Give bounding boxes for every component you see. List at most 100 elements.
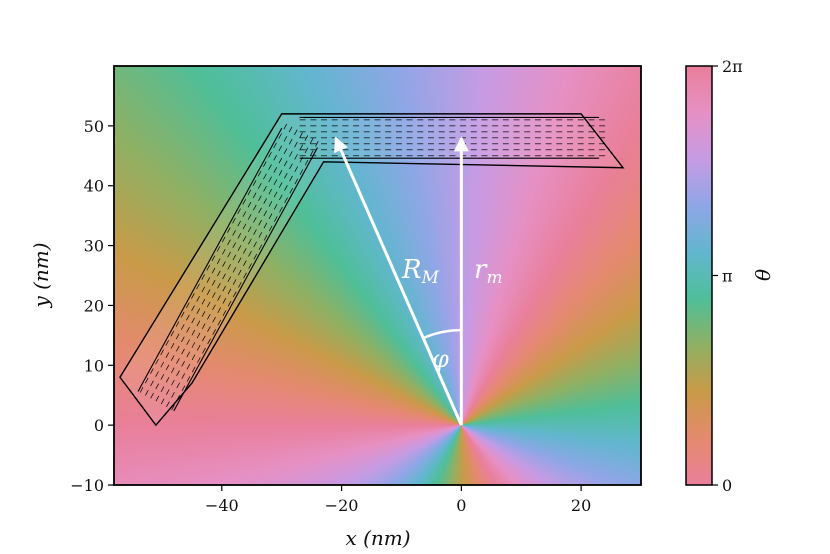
field-arrow xyxy=(171,392,175,398)
field-arrow xyxy=(186,314,190,321)
field-arrow xyxy=(238,282,242,288)
field-arrow xyxy=(222,310,227,316)
field-arrow xyxy=(196,308,201,314)
field-arrow xyxy=(258,219,262,226)
field-arrow xyxy=(207,326,211,332)
field-arrow xyxy=(155,371,159,377)
field-arrow xyxy=(289,175,293,182)
field-arrow xyxy=(232,291,237,298)
angle-arc xyxy=(422,328,462,340)
field-arrow xyxy=(253,217,257,223)
field-arrow xyxy=(201,311,206,317)
field-arrow xyxy=(248,238,252,245)
field-arrow xyxy=(227,264,231,270)
field-arrow xyxy=(181,348,185,355)
field-arrow xyxy=(294,178,299,185)
field-arrow xyxy=(201,286,206,293)
field-arrow xyxy=(160,374,165,380)
field-arrow xyxy=(273,167,278,173)
field-arrow xyxy=(227,300,232,307)
colorbar-label: θ xyxy=(751,269,775,281)
field-arrow xyxy=(278,170,283,176)
field-arrow xyxy=(144,377,149,384)
field-arrow xyxy=(243,248,247,254)
field-arrow xyxy=(268,225,273,232)
x-tick-label: −40 xyxy=(205,496,239,515)
field-arrow xyxy=(273,154,277,161)
field-arrow xyxy=(207,338,211,345)
field-arrow xyxy=(145,390,149,396)
field-arrow xyxy=(273,191,278,198)
field-arrow xyxy=(252,180,257,186)
field-arrow xyxy=(227,276,232,282)
field-arrow xyxy=(253,253,258,260)
colorbar xyxy=(685,65,713,486)
field-arrow xyxy=(278,157,283,164)
field-arrow xyxy=(273,142,277,149)
field-arrow xyxy=(196,295,200,302)
field-arrow xyxy=(186,302,190,309)
field-arrow xyxy=(191,329,196,336)
field-arrow xyxy=(165,352,170,359)
x-axis-label: x (nm) xyxy=(345,526,410,550)
field-arrow xyxy=(160,398,165,405)
field-arrow xyxy=(263,185,267,192)
field-arrow xyxy=(237,245,242,251)
field-arrow xyxy=(263,235,268,241)
field-arrow xyxy=(304,147,309,154)
field-arrow xyxy=(257,170,262,177)
field-arrow xyxy=(268,188,273,195)
field-arrow xyxy=(278,145,283,152)
field-arrow xyxy=(206,277,211,283)
field-arrow xyxy=(278,182,283,188)
field-arrow xyxy=(289,188,293,194)
field-arrow xyxy=(196,283,200,290)
field-arrow xyxy=(222,248,226,255)
vector-RM-arrow xyxy=(334,136,463,426)
field-arrow xyxy=(181,385,186,392)
field-arrow xyxy=(176,370,180,377)
field-arrow xyxy=(284,172,288,179)
field-arrow xyxy=(217,295,221,301)
field-arrow xyxy=(175,333,180,340)
field-arrow xyxy=(176,382,180,389)
field-arrow xyxy=(232,254,237,261)
field-arrow xyxy=(283,160,288,167)
field-arrow xyxy=(217,307,221,314)
field-arrow xyxy=(150,392,154,399)
field-arrow xyxy=(242,223,247,230)
field-arrow xyxy=(288,138,293,145)
field-arrow xyxy=(160,386,165,392)
field-arrow xyxy=(232,230,236,236)
field-arrow xyxy=(176,358,180,364)
y-tick-label: 0 xyxy=(94,416,104,435)
field-arrow xyxy=(155,395,160,402)
field-arrow xyxy=(186,327,190,333)
field-arrow xyxy=(258,232,263,238)
field-arrow xyxy=(155,358,159,365)
field-arrow xyxy=(242,235,247,242)
field-arrow xyxy=(170,343,175,349)
field-arrow xyxy=(268,201,273,207)
field-arrow xyxy=(242,211,247,217)
field-arrow xyxy=(217,270,221,277)
field-arrow xyxy=(294,166,298,172)
field-arrow xyxy=(304,159,309,166)
field-arrow xyxy=(176,394,181,401)
field-arrow xyxy=(191,293,195,299)
plot-frame xyxy=(113,65,642,486)
field-arrow xyxy=(227,239,231,246)
strip-edge xyxy=(173,147,319,412)
field-arrow xyxy=(309,138,314,144)
colorbar-tick-label: 2π xyxy=(722,57,743,76)
field-arrow xyxy=(155,383,159,390)
field-arrow xyxy=(160,349,164,356)
field-arrow xyxy=(309,150,314,157)
field-arrow xyxy=(242,199,246,205)
field-arrow xyxy=(294,141,298,148)
y-tick-label: −10 xyxy=(70,476,104,495)
y-tick-label: 40 xyxy=(84,177,104,196)
field-arrow xyxy=(201,274,205,280)
x-ticks: −40 −20 0 20 xyxy=(205,485,591,515)
